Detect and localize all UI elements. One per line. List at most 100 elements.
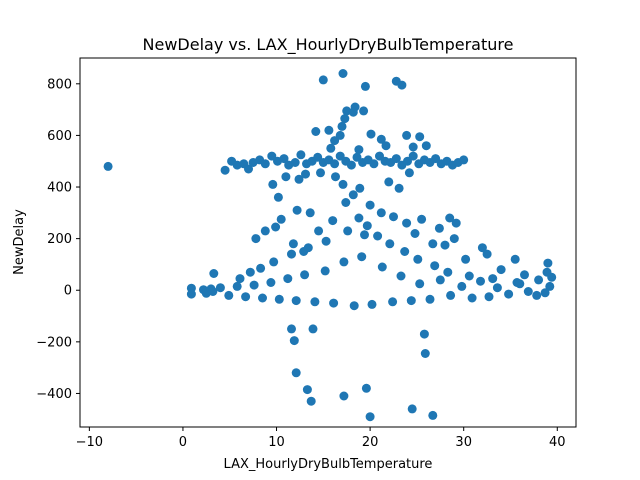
data-point xyxy=(449,234,459,244)
data-point xyxy=(320,266,330,276)
data-point xyxy=(415,132,425,142)
points-layer xyxy=(103,69,557,422)
data-point xyxy=(300,270,310,280)
data-point xyxy=(354,213,364,223)
data-point xyxy=(249,280,259,290)
data-point xyxy=(396,271,406,281)
data-point xyxy=(417,214,427,224)
x-axis-label: LAX_HourlyDryBulbTemperature xyxy=(224,457,433,472)
data-point xyxy=(415,279,425,289)
data-point xyxy=(451,218,461,228)
data-point xyxy=(335,130,345,140)
data-point xyxy=(365,200,375,210)
y-tick-label: 200 xyxy=(47,232,72,247)
data-point xyxy=(343,226,353,236)
plot-frame xyxy=(79,57,577,428)
y-tick-label: −200 xyxy=(36,335,72,350)
y-tick-label: 800 xyxy=(47,77,72,92)
data-point xyxy=(291,368,301,378)
data-point xyxy=(510,254,520,264)
data-point xyxy=(477,243,487,253)
data-point xyxy=(186,289,196,299)
data-point xyxy=(291,296,301,306)
data-point xyxy=(420,349,430,358)
data-point xyxy=(361,383,371,393)
data-point xyxy=(273,192,283,202)
data-point xyxy=(245,267,255,277)
data-point xyxy=(360,81,370,91)
data-point xyxy=(376,134,386,144)
data-point xyxy=(348,190,358,200)
data-point xyxy=(306,396,316,406)
data-point xyxy=(266,278,276,287)
data-point xyxy=(251,234,261,244)
data-point xyxy=(532,290,542,300)
data-point xyxy=(357,252,367,262)
data-point xyxy=(394,183,404,193)
data-point xyxy=(268,179,278,189)
data-point xyxy=(279,154,289,164)
data-point xyxy=(482,249,492,259)
data-point xyxy=(366,129,376,139)
data-point xyxy=(294,174,304,184)
data-point xyxy=(373,231,383,241)
data-point xyxy=(367,299,377,309)
data-point xyxy=(288,239,298,249)
y-tick-label: 600 xyxy=(47,129,72,144)
data-point xyxy=(413,254,423,264)
chart-title: NewDelay vs. LAX_HourlyDryBulbTemperatur… xyxy=(143,35,514,55)
data-point xyxy=(400,247,410,256)
data-point xyxy=(408,151,418,161)
data-point xyxy=(445,213,455,223)
x-tick-label: 20 xyxy=(362,435,379,450)
data-point xyxy=(314,226,324,236)
data-point xyxy=(316,168,325,178)
data-point xyxy=(339,257,349,267)
data-point xyxy=(208,287,218,296)
data-point xyxy=(269,257,279,267)
data-point xyxy=(496,265,506,275)
data-point xyxy=(274,294,284,304)
data-point xyxy=(329,298,339,308)
data-point xyxy=(338,69,348,78)
y-axis-label: NewDelay xyxy=(12,209,27,275)
data-point xyxy=(287,324,296,334)
data-point xyxy=(397,80,407,90)
data-point xyxy=(360,230,369,240)
data-point xyxy=(330,159,340,169)
data-point xyxy=(260,226,270,236)
data-point xyxy=(311,127,321,136)
data-point xyxy=(328,216,338,226)
data-point xyxy=(476,276,485,286)
data-point xyxy=(276,214,286,224)
data-point xyxy=(492,283,502,293)
data-point xyxy=(326,143,336,153)
data-point xyxy=(369,159,379,169)
data-point xyxy=(534,275,544,285)
data-point xyxy=(520,270,529,280)
data-point xyxy=(385,239,395,249)
data-point xyxy=(301,169,310,179)
data-point xyxy=(430,261,440,271)
data-point xyxy=(425,294,435,304)
data-point xyxy=(406,296,416,306)
data-point xyxy=(302,385,312,395)
data-point xyxy=(256,263,266,273)
data-point xyxy=(258,293,267,303)
data-point xyxy=(305,208,315,218)
data-point xyxy=(224,290,234,300)
data-point xyxy=(459,155,469,165)
data-point xyxy=(337,121,347,131)
data-point xyxy=(349,301,359,311)
data-point xyxy=(355,183,365,193)
data-point xyxy=(235,274,245,284)
data-point xyxy=(464,271,474,281)
data-point xyxy=(376,208,386,218)
data-point xyxy=(287,249,296,259)
data-point xyxy=(446,290,456,300)
x-tick-label: 10 xyxy=(268,435,285,450)
data-point xyxy=(341,198,351,207)
data-point xyxy=(402,218,412,228)
data-point xyxy=(359,106,369,116)
